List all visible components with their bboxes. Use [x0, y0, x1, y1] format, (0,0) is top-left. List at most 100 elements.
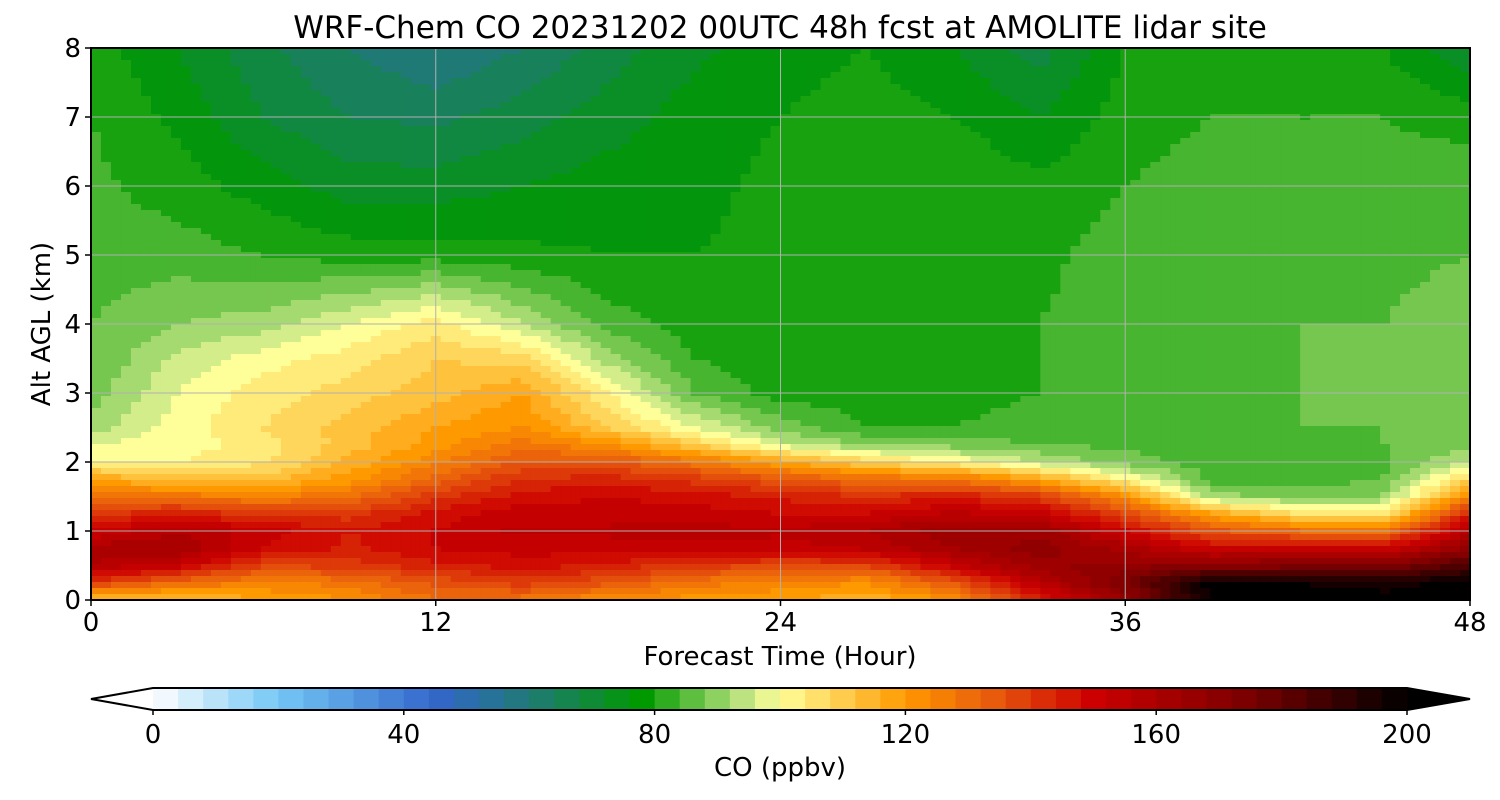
contour-cell — [1450, 120, 1461, 127]
contour-cell — [880, 192, 891, 199]
contour-cell — [291, 84, 302, 91]
contour-cell — [1100, 156, 1111, 163]
contour-cell — [501, 246, 512, 253]
contour-cell — [741, 156, 752, 163]
contour-cell — [171, 90, 182, 97]
contour-cell — [1050, 228, 1061, 235]
contour-cell — [221, 246, 232, 253]
contour-cell — [291, 120, 302, 127]
contour-cell — [1330, 222, 1341, 229]
contour-cell — [1060, 120, 1071, 127]
contour-cell — [850, 168, 861, 175]
contour-cell — [241, 54, 252, 61]
contour-cell — [301, 120, 312, 127]
contour-cell — [1130, 132, 1141, 139]
contour-cell — [601, 66, 612, 73]
contour-cell — [840, 210, 851, 217]
contour-cell — [1390, 132, 1401, 139]
contour-cell — [1260, 174, 1271, 181]
contour-cell — [571, 138, 582, 145]
contour-cell — [621, 204, 632, 211]
contour-cell — [221, 228, 232, 235]
contour-cell — [171, 210, 182, 217]
contour-cell — [141, 186, 152, 193]
contour-cell — [1140, 66, 1151, 73]
contour-cell — [1160, 54, 1171, 61]
contour-cell — [501, 234, 512, 241]
contour-cell — [1270, 240, 1281, 247]
contour-cell — [91, 84, 102, 91]
contour-cell — [721, 156, 732, 163]
contour-cell — [481, 72, 492, 79]
contour-cell — [1350, 138, 1361, 145]
contour-cell — [1320, 72, 1331, 79]
contour-cell — [1320, 126, 1331, 133]
contour-cell — [1320, 210, 1331, 217]
contour-cell — [381, 210, 392, 217]
contour-cell — [451, 108, 462, 115]
contour-cell — [1130, 108, 1141, 115]
contour-cell — [1380, 174, 1391, 181]
contour-cell — [990, 54, 1001, 61]
contour-cell — [381, 132, 392, 139]
contour-cell — [1060, 222, 1071, 229]
contour-cell — [1360, 228, 1371, 235]
contour-cell — [1260, 186, 1271, 193]
contour-cell — [1320, 108, 1331, 115]
contour-cell — [641, 240, 652, 247]
contour-cell — [1260, 198, 1271, 205]
contour-cell — [980, 90, 991, 97]
contour-cell — [1060, 162, 1071, 169]
contour-cell — [800, 198, 811, 205]
contour-cell — [1100, 84, 1111, 91]
contour-cell — [671, 84, 682, 91]
contour-cell — [741, 246, 752, 253]
contour-cell — [141, 204, 152, 211]
contour-cell — [1410, 96, 1421, 103]
contour-cell — [501, 138, 512, 145]
contour-cell — [1390, 66, 1401, 73]
contour-cell — [371, 264, 382, 271]
contour-cell — [101, 204, 112, 211]
contour-cell — [1280, 108, 1291, 115]
contour-cell — [840, 78, 851, 85]
contour-cell — [281, 150, 292, 157]
contour-cell — [131, 90, 142, 97]
contour-cell — [121, 150, 132, 157]
contour-cell — [191, 162, 202, 169]
contour-cell — [1010, 72, 1021, 79]
contour-cell — [291, 66, 302, 73]
contour-cell — [1030, 60, 1041, 67]
contour-cell — [1400, 132, 1411, 139]
contour-cell — [1400, 66, 1411, 73]
contour-cell — [261, 162, 272, 169]
contour-cell — [201, 60, 212, 67]
contour-cell — [1320, 96, 1331, 103]
contour-cell — [900, 240, 911, 247]
contour-cell — [521, 198, 532, 205]
contour-cell — [1190, 60, 1201, 67]
contour-cell — [541, 66, 552, 73]
contour-cell — [1250, 216, 1261, 223]
contour-cell — [161, 138, 172, 145]
contour-cell — [1350, 126, 1361, 133]
contour-cell — [731, 108, 742, 115]
contour-cell — [441, 228, 452, 235]
contour-cell — [311, 246, 322, 253]
contour-cell — [291, 234, 302, 241]
contour-cell — [1140, 120, 1151, 127]
contour-cell — [820, 192, 831, 199]
contour-cell — [501, 258, 512, 265]
contour-cell — [621, 78, 632, 85]
contour-cell — [381, 156, 392, 163]
contour-cell — [960, 162, 971, 169]
contour-cell — [1130, 54, 1141, 61]
contour-cell — [1020, 120, 1031, 127]
contour-cell — [1280, 174, 1291, 181]
contour-cell — [1340, 66, 1351, 73]
contour-cell — [980, 168, 991, 175]
contour-cell — [1290, 126, 1301, 133]
contour-cell — [271, 60, 282, 67]
contour-cell — [1290, 222, 1301, 229]
contour-cell — [1330, 66, 1341, 73]
